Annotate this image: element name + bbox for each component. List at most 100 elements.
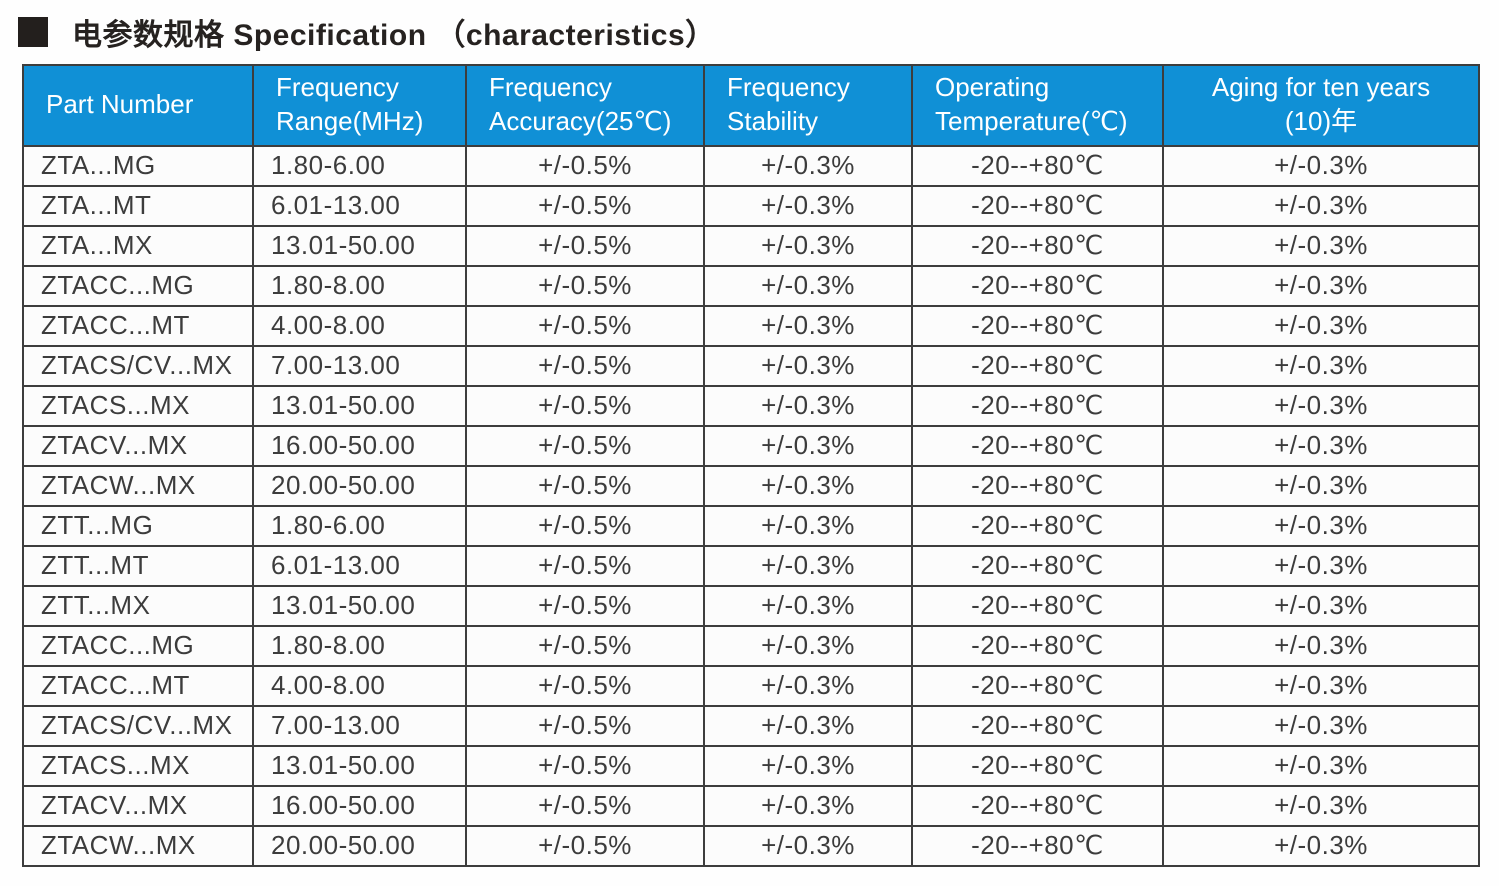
cell-accuracy: +/-0.5% — [465, 464, 705, 507]
header-frequency-range: Frequency Range(MHz) — [252, 64, 467, 147]
cell-range: 20.00-50.00 — [252, 464, 467, 507]
cell-range: 1.80-8.00 — [252, 264, 467, 307]
cell-range: 13.01-50.00 — [252, 384, 467, 427]
cell-range: 13.01-50.00 — [252, 584, 467, 627]
cell-range: 4.00-8.00 — [252, 304, 467, 347]
cell-aging: +/-0.3% — [1162, 184, 1480, 227]
cell-stability: +/-0.3% — [703, 824, 913, 867]
cell-temperature: -20--+80℃ — [911, 424, 1164, 467]
table-row: ZTT...MT 6.01-13.00 +/-0.5% +/-0.3% -20--+80… — [22, 544, 1480, 587]
header-operating-temperature: Operating Temperature(℃) — [911, 64, 1164, 147]
cell-stability: +/-0.3% — [703, 464, 913, 507]
cell-temperature: -20--+80℃ — [911, 624, 1164, 667]
cell-part: ZTT...MG — [22, 504, 254, 547]
cell-accuracy: +/-0.5% — [465, 704, 705, 747]
table-row: ZTACV...MX 16.00-50.00 +/-0.5% +/-0.3% -20--… — [22, 784, 1480, 827]
cell-temperature: -20--+80℃ — [911, 304, 1164, 347]
cell-range: 7.00-13.00 — [252, 344, 467, 387]
cell-part: ZTACC...MT — [22, 304, 254, 347]
cell-temperature: -20--+80℃ — [911, 264, 1164, 307]
table-row: ZTACW...MX 20.00-50.00 +/-0.5% +/-0.3% -20--… — [22, 824, 1480, 867]
cell-part: ZTACC...MT — [22, 664, 254, 707]
header-row: Part Number Frequency Range(MHz) Frequen… — [22, 64, 1480, 147]
cell-temperature: -20--+80℃ — [911, 824, 1164, 867]
cell-aging: +/-0.3% — [1162, 464, 1480, 507]
cell-stability: +/-0.3% — [703, 544, 913, 587]
cell-stability: +/-0.3% — [703, 784, 913, 827]
table-row: ZTACS/CV...MX 7.00-13.00 +/-0.5% +/-0.3% -20… — [22, 344, 1480, 387]
cell-stability: +/-0.3% — [703, 504, 913, 547]
cell-temperature: -20--+80℃ — [911, 344, 1164, 387]
table-body: ZTA...MG 1.80-6.00 +/-0.5% +/-0.3% -20--+80℃… — [22, 144, 1480, 867]
cell-temperature: -20--+80℃ — [911, 504, 1164, 547]
header-frequency-stability: Frequency Stability — [703, 64, 913, 147]
cell-aging: +/-0.3% — [1162, 824, 1480, 867]
cell-accuracy: +/-0.5% — [465, 824, 705, 867]
cell-part: ZTACS...MX — [22, 744, 254, 787]
cell-accuracy: +/-0.5% — [465, 144, 705, 187]
cell-range: 6.01-13.00 — [252, 544, 467, 587]
cell-aging: +/-0.3% — [1162, 544, 1480, 587]
header-part-number: Part Number — [22, 64, 254, 147]
cell-part: ZTA...MT — [22, 184, 254, 227]
cell-aging: +/-0.3% — [1162, 424, 1480, 467]
cell-accuracy: +/-0.5% — [465, 664, 705, 707]
cell-accuracy: +/-0.5% — [465, 184, 705, 227]
cell-part: ZTACV...MX — [22, 424, 254, 467]
cell-range: 1.80-8.00 — [252, 624, 467, 667]
cell-aging: +/-0.3% — [1162, 504, 1480, 547]
cell-aging: +/-0.3% — [1162, 264, 1480, 307]
cell-part: ZTACC...MG — [22, 624, 254, 667]
cell-accuracy: +/-0.5% — [465, 344, 705, 387]
cell-accuracy: +/-0.5% — [465, 304, 705, 347]
cell-temperature: -20--+80℃ — [911, 584, 1164, 627]
table-row: ZTACS...MX 13.01-50.00 +/-0.5% +/-0.3% -20--… — [22, 744, 1480, 787]
title-bullet-icon — [18, 17, 48, 47]
cell-accuracy: +/-0.5% — [465, 584, 705, 627]
table-row: ZTACS...MX 13.01-50.00 +/-0.5% +/-0.3% -20--… — [22, 384, 1480, 427]
table-row: ZTACC...MT 4.00-8.00 +/-0.5% +/-0.3% -20--+8… — [22, 664, 1480, 707]
table-row: ZTACS/CV...MX 7.00-13.00 +/-0.5% +/-0.3% -20… — [22, 704, 1480, 747]
cell-part: ZTACW...MX — [22, 464, 254, 507]
cell-range: 1.80-6.00 — [252, 144, 467, 187]
cell-part: ZTACW...MX — [22, 824, 254, 867]
cell-temperature: -20--+80℃ — [911, 784, 1164, 827]
cell-stability: +/-0.3% — [703, 704, 913, 747]
cell-stability: +/-0.3% — [703, 424, 913, 467]
header-frequency-accuracy: Frequency Accuracy(25℃) — [465, 64, 705, 147]
section-title-text: 电参数规格 Specification （characteristics） — [72, 19, 716, 52]
cell-temperature: -20--+80℃ — [911, 544, 1164, 587]
table-header: Part Number Frequency Range(MHz) Frequen… — [22, 64, 1480, 147]
cell-stability: +/-0.3% — [703, 144, 913, 187]
cell-part: ZTA...MG — [22, 144, 254, 187]
table-row: ZTACV...MX 16.00-50.00 +/-0.5% +/-0.3% -20--… — [22, 424, 1480, 467]
cell-accuracy: +/-0.5% — [465, 264, 705, 307]
cell-accuracy: +/-0.5% — [465, 544, 705, 587]
cell-range: 13.01-50.00 — [252, 224, 467, 267]
specification-table: Part Number Frequency Range(MHz) Frequen… — [22, 64, 1480, 867]
cell-accuracy: +/-0.5% — [465, 384, 705, 427]
cell-part: ZTACV...MX — [22, 784, 254, 827]
cell-accuracy: +/-0.5% — [465, 744, 705, 787]
table-row: ZTACW...MX 20.00-50.00 +/-0.5% +/-0.3% -20--… — [22, 464, 1480, 507]
cell-aging: +/-0.3% — [1162, 784, 1480, 827]
cell-stability: +/-0.3% — [703, 384, 913, 427]
cell-part: ZTACS/CV...MX — [22, 344, 254, 387]
table-row: ZTA...MT 6.01-13.00 +/-0.5% +/-0.3% -20--+80… — [22, 184, 1480, 227]
cell-part: ZTT...MT — [22, 544, 254, 587]
section-title: 电参数规格 Specification （characteristics） — [0, 0, 1499, 52]
cell-range: 20.00-50.00 — [252, 824, 467, 867]
cell-accuracy: +/-0.5% — [465, 624, 705, 667]
table-row: ZTT...MX 13.01-50.00 +/-0.5% +/-0.3% -20--+8… — [22, 584, 1480, 627]
cell-aging: +/-0.3% — [1162, 664, 1480, 707]
cell-stability: +/-0.3% — [703, 624, 913, 667]
cell-part: ZTA...MX — [22, 224, 254, 267]
cell-aging: +/-0.3% — [1162, 704, 1480, 747]
cell-aging: +/-0.3% — [1162, 344, 1480, 387]
table-row: ZTACC...MG 1.80-8.00 +/-0.5% +/-0.3% -20--+8… — [22, 264, 1480, 307]
cell-range: 1.80-6.00 — [252, 504, 467, 547]
table-row: ZTA...MX 13.01-50.00 +/-0.5% +/-0.3% -20--+8… — [22, 224, 1480, 267]
cell-stability: +/-0.3% — [703, 584, 913, 627]
cell-aging: +/-0.3% — [1162, 384, 1480, 427]
